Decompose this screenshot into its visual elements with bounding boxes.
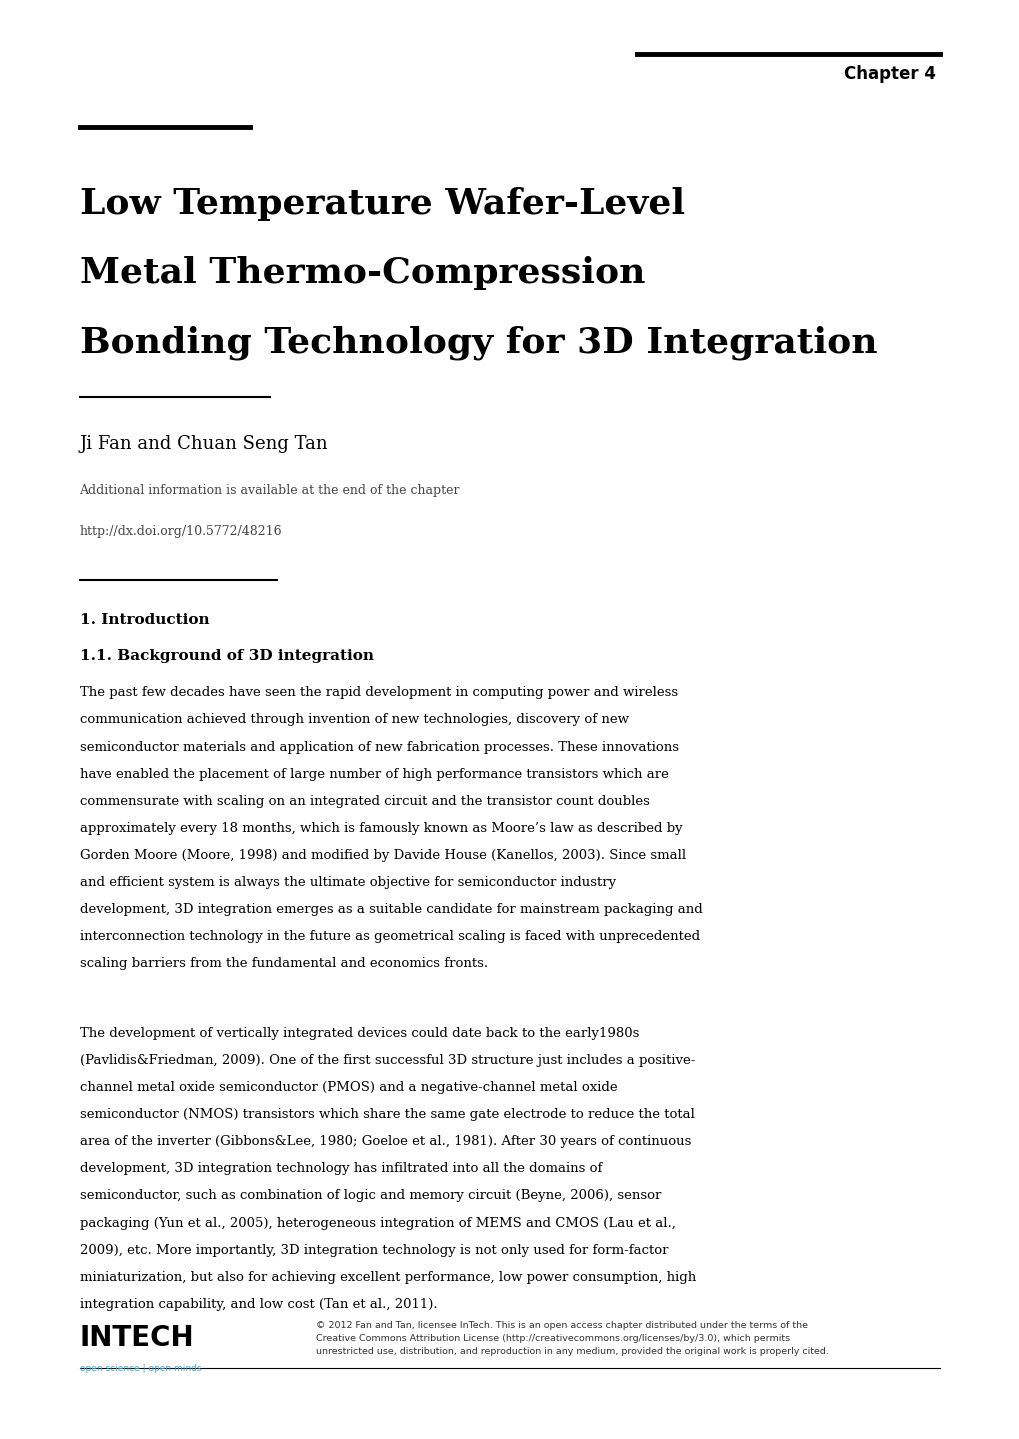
Text: packaging (Yun et al., 2005), heterogeneous integration of MEMS and CMOS (Lau et: packaging (Yun et al., 2005), heterogene…	[79, 1216, 675, 1229]
Text: commensurate with scaling on an integrated circuit and the transistor count doub: commensurate with scaling on an integrat…	[79, 794, 649, 807]
Text: 1.1. Background of 3D integration: 1.1. Background of 3D integration	[79, 649, 373, 663]
Text: miniaturization, but also for achieving excellent performance, low power consump: miniaturization, but also for achieving …	[79, 1271, 695, 1284]
Text: development, 3D integration technology has infiltrated into all the domains of: development, 3D integration technology h…	[79, 1163, 601, 1176]
Text: Gorden Moore (Moore, 1998) and modified by Davide House (Kanellos, 2003). Since : Gorden Moore (Moore, 1998) and modified …	[79, 849, 685, 862]
Text: Chapter 4: Chapter 4	[844, 65, 935, 83]
Text: semiconductor materials and application of new fabrication processes. These inno: semiconductor materials and application …	[79, 741, 678, 754]
Text: have enabled the placement of large number of high performance transistors which: have enabled the placement of large numb…	[79, 767, 667, 780]
Text: Additional information is available at the end of the chapter: Additional information is available at t…	[79, 484, 460, 496]
Text: interconnection technology in the future as geometrical scaling is faced with un: interconnection technology in the future…	[79, 930, 699, 943]
Text: development, 3D integration emerges as a suitable candidate for mainstream packa: development, 3D integration emerges as a…	[79, 902, 702, 915]
Text: Metal Thermo-Compression: Metal Thermo-Compression	[79, 256, 644, 291]
Text: open science | open minds: open science | open minds	[79, 1364, 201, 1373]
Text: integration capability, and low cost (Tan et al., 2011).: integration capability, and low cost (Ta…	[79, 1298, 437, 1311]
Text: area of the inverter (Gibbons&Lee, 1980; Goeloe et al., 1981). After 30 years of: area of the inverter (Gibbons&Lee, 1980;…	[79, 1135, 690, 1148]
Text: semiconductor, such as combination of logic and memory circuit (Beyne, 2006), se: semiconductor, such as combination of lo…	[79, 1190, 660, 1203]
Text: and efficient system is always the ultimate objective for semiconductor industry: and efficient system is always the ultim…	[79, 876, 615, 889]
Text: approximately every 18 months, which is famously known as Moore’s law as describ: approximately every 18 months, which is …	[79, 822, 682, 835]
Text: The development of vertically integrated devices could date back to the early198: The development of vertically integrated…	[79, 1027, 638, 1040]
Text: 1. Introduction: 1. Introduction	[79, 613, 209, 627]
Text: The past few decades have seen the rapid development in computing power and wire: The past few decades have seen the rapid…	[79, 686, 677, 699]
Text: (Pavlidis&Friedman, 2009). One of the first successful 3D structure just include: (Pavlidis&Friedman, 2009). One of the fi…	[79, 1055, 694, 1068]
Text: channel metal oxide semiconductor (PMOS) and a negative-channel metal oxide: channel metal oxide semiconductor (PMOS)…	[79, 1081, 616, 1094]
Text: communication achieved through invention of new technologies, discovery of new: communication achieved through invention…	[79, 714, 628, 727]
Text: Low Temperature Wafer-Level: Low Temperature Wafer-Level	[79, 187, 684, 222]
Text: 2009), etc. More importantly, 3D integration technology is not only used for for: 2009), etc. More importantly, 3D integra…	[79, 1243, 667, 1256]
Text: Bonding Technology for 3D Integration: Bonding Technology for 3D Integration	[79, 325, 876, 360]
Text: © 2012 Fan and Tan, licensee InTech. This is an open access chapter distributed : © 2012 Fan and Tan, licensee InTech. Thi…	[316, 1321, 828, 1356]
Text: INTECH: INTECH	[79, 1324, 194, 1351]
Text: Ji Fan and Chuan Seng Tan: Ji Fan and Chuan Seng Tan	[79, 435, 328, 453]
Text: scaling barriers from the fundamental and economics fronts.: scaling barriers from the fundamental an…	[79, 957, 487, 970]
Text: semiconductor (NMOS) transistors which share the same gate electrode to reduce t: semiconductor (NMOS) transistors which s…	[79, 1108, 694, 1121]
Text: http://dx.doi.org/10.5772/48216: http://dx.doi.org/10.5772/48216	[79, 525, 282, 538]
